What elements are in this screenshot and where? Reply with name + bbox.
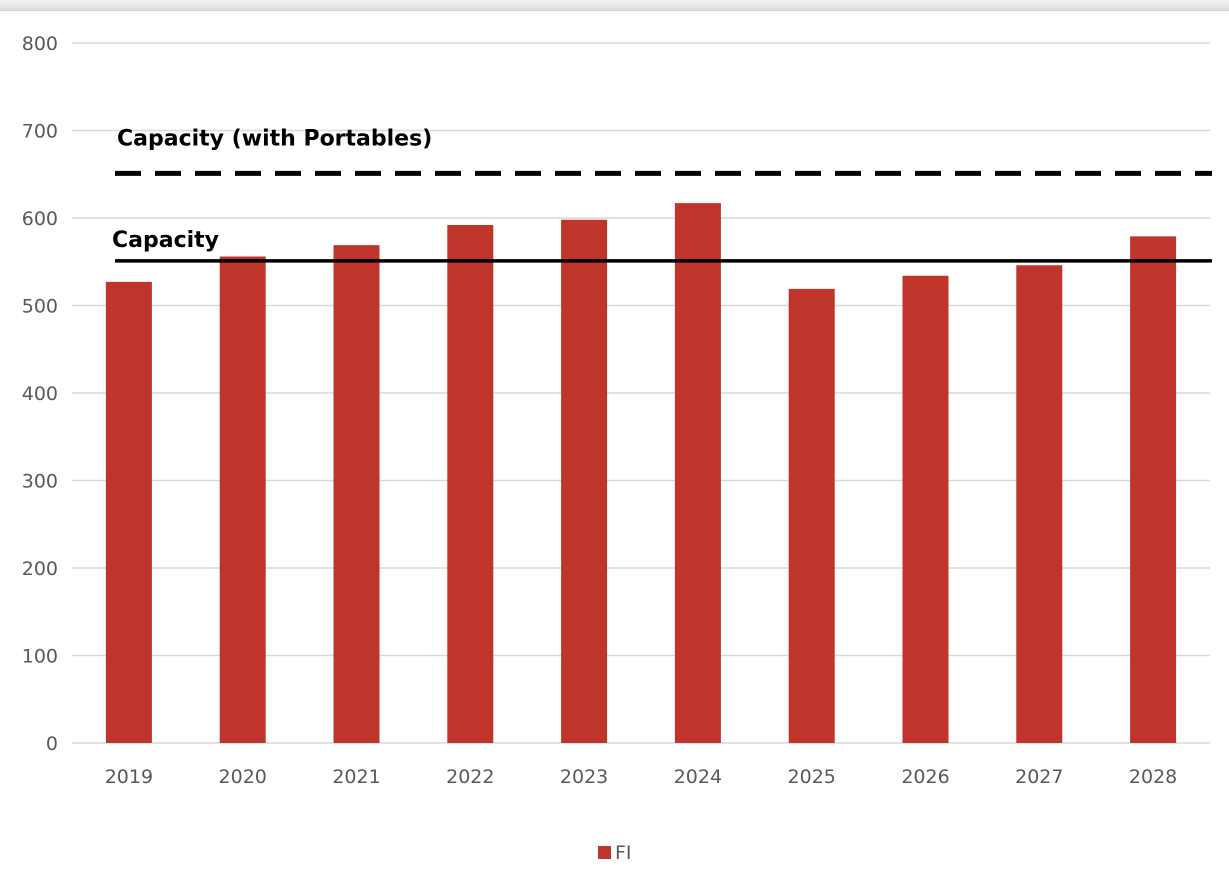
legend-label-fi: FI	[615, 842, 632, 864]
bar-2028	[1130, 236, 1177, 743]
legend-swatch-fi	[598, 846, 611, 859]
reference-lines: Capacity (with Portables) Capacity	[112, 126, 1212, 263]
x-tick-label: 2028	[1129, 766, 1177, 788]
y-tick-label: 0	[46, 733, 58, 755]
y-tick-label: 600	[22, 208, 58, 230]
bar-2019	[105, 281, 152, 743]
y-tick-label: 400	[22, 383, 58, 405]
bar-2022	[447, 225, 494, 743]
y-tick-label: 700	[22, 121, 58, 143]
y-tick-label: 200	[22, 558, 58, 580]
x-tick-label: 2019	[105, 766, 153, 788]
y-tick-label: 300	[22, 471, 58, 493]
x-tick-label: 2022	[446, 766, 494, 788]
capacity-label: Capacity	[112, 228, 219, 253]
legend: FI	[598, 842, 632, 864]
capacity-with-portables-label: Capacity (with Portables)	[117, 126, 432, 151]
y-tick-label: 100	[22, 646, 58, 668]
y-tick-label: 500	[22, 296, 58, 318]
x-tick-label: 2026	[901, 766, 949, 788]
x-tick-label: 2021	[332, 766, 380, 788]
x-axis-ticks: 2019 2020 2021 2022 2023 2024 2025 2026 2027 2028	[105, 766, 1178, 788]
bar-2026	[902, 275, 949, 743]
bar-2020	[219, 256, 266, 743]
x-tick-label: 2023	[560, 766, 608, 788]
x-tick-label: 2027	[1015, 766, 1063, 788]
top-band	[0, 0, 1229, 11]
bars	[105, 203, 1177, 743]
bar-2021	[333, 245, 380, 743]
bar-2023	[561, 219, 608, 743]
bar-2025	[788, 288, 835, 743]
x-tick-label: 2020	[219, 766, 267, 788]
y-axis-ticks: 0 100 200 300 400 500 600 700 800	[22, 33, 58, 755]
x-tick-label: 2024	[674, 766, 722, 788]
x-tick-label: 2025	[788, 766, 836, 788]
bar-2027	[1016, 265, 1063, 743]
y-tick-label: 800	[22, 33, 58, 55]
bar-2024	[674, 203, 721, 743]
